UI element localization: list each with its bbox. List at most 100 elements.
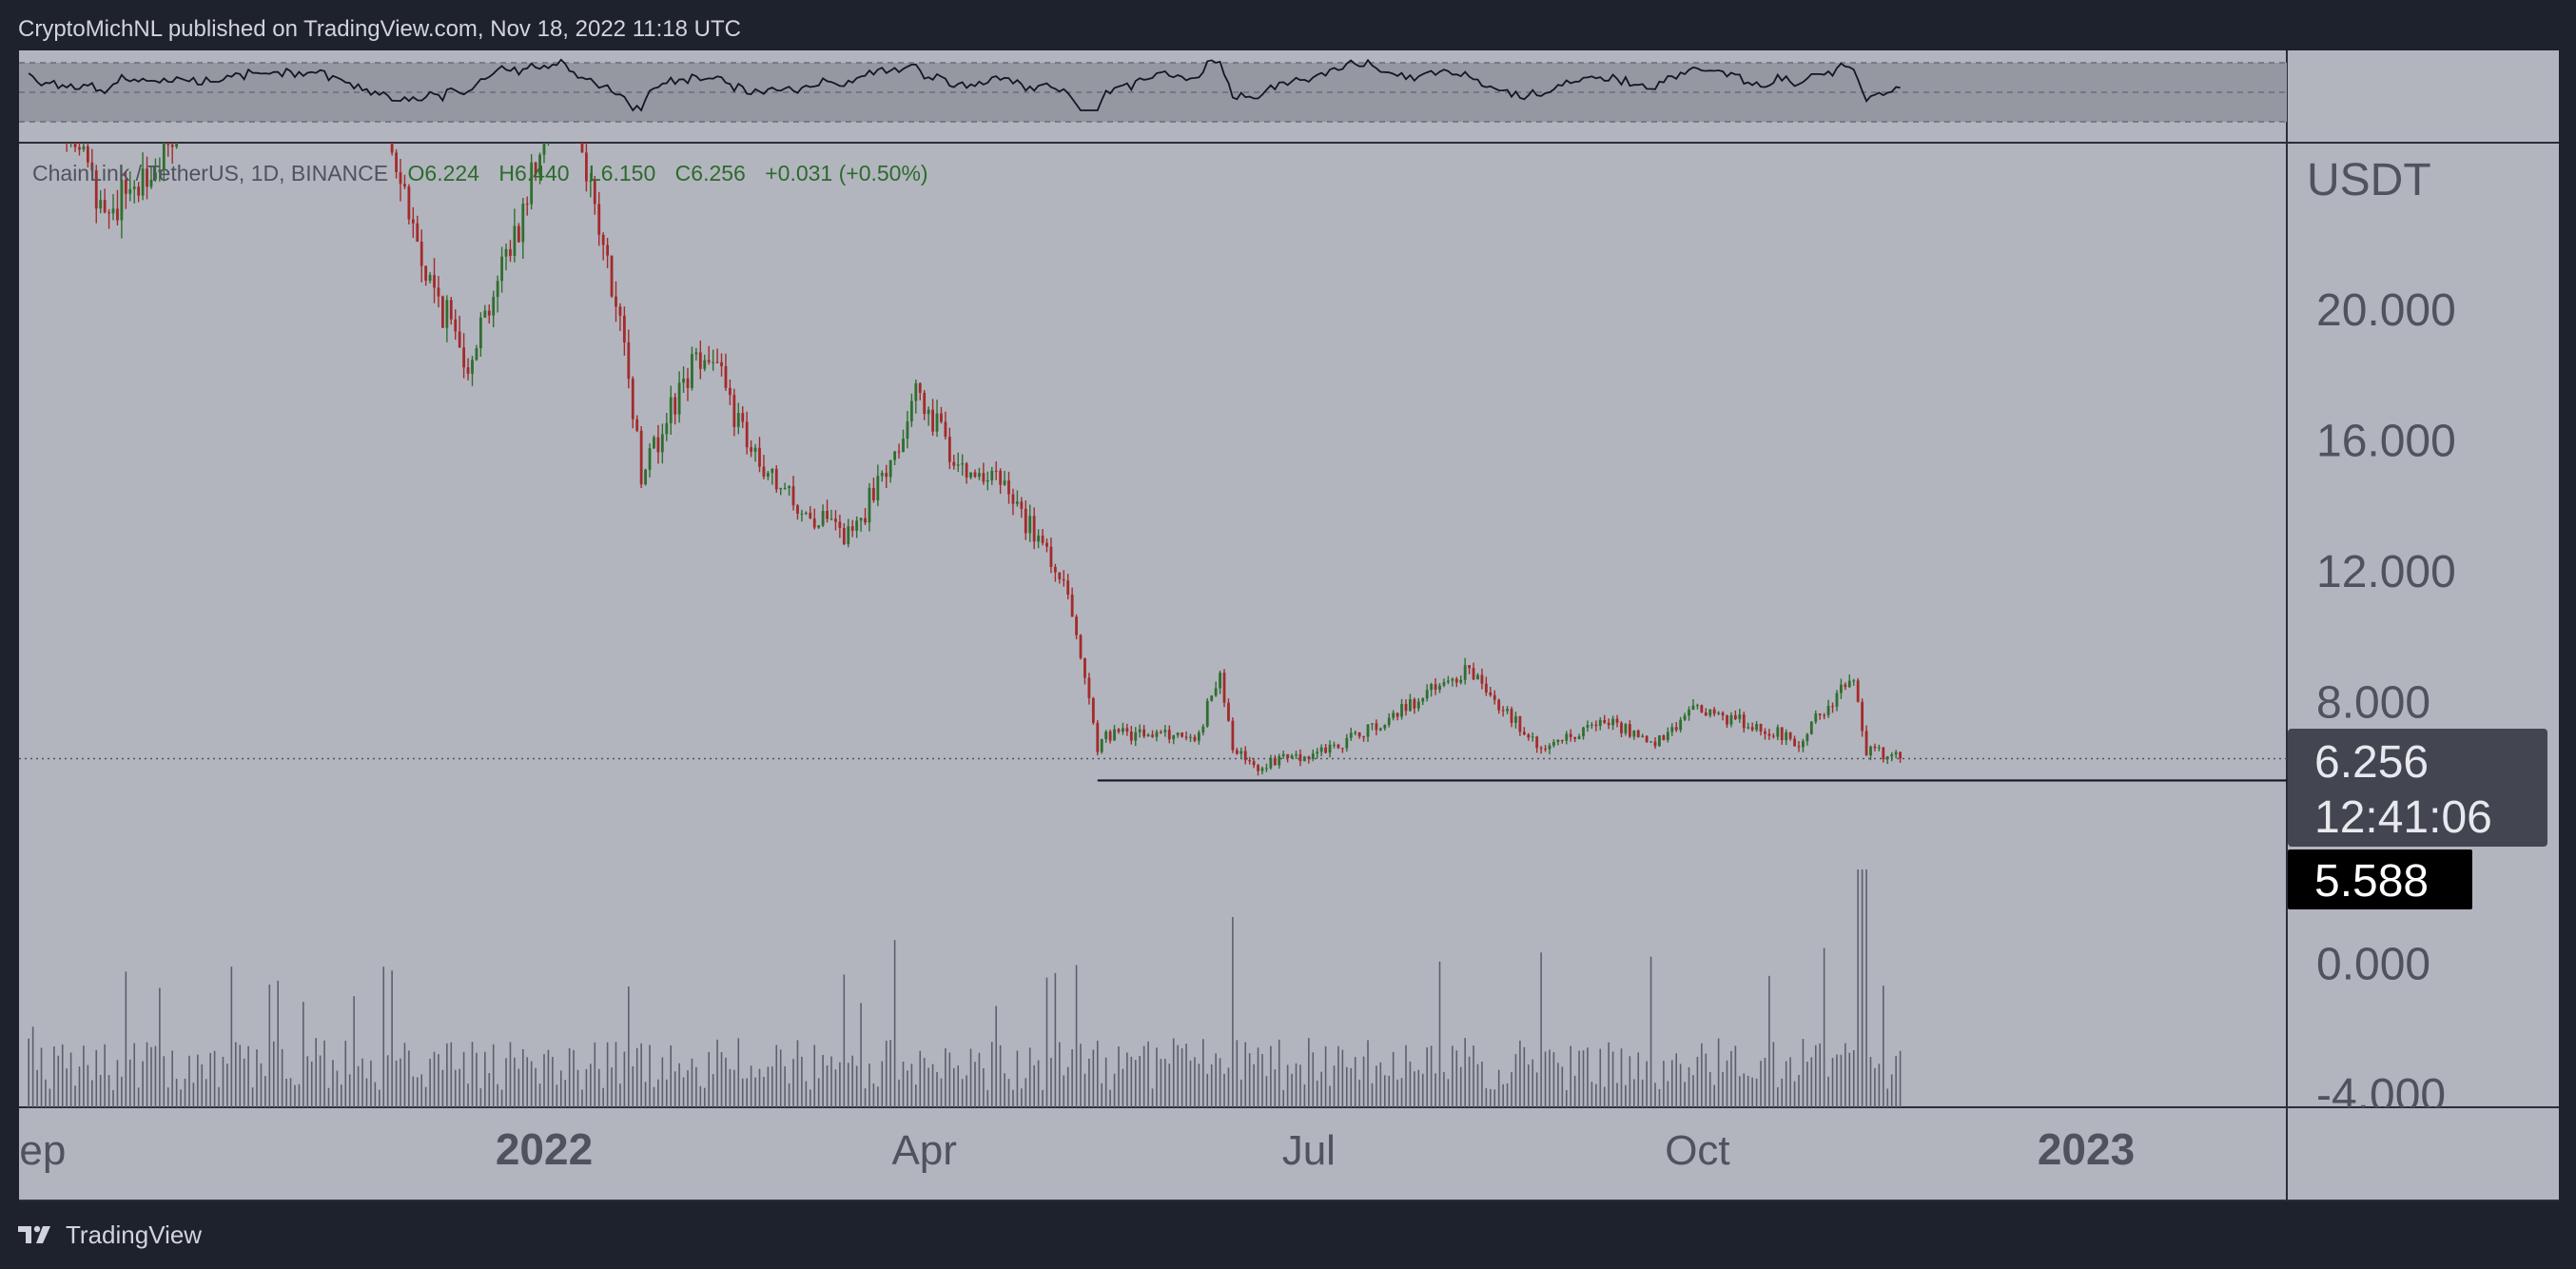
candle	[1894, 750, 1898, 759]
candle	[809, 506, 812, 519]
candle-body	[1045, 542, 1048, 547]
candle-body	[94, 170, 98, 209]
candle-body	[1307, 756, 1311, 759]
candle-body	[1011, 494, 1015, 504]
candle-body	[1337, 744, 1340, 749]
candle	[774, 464, 778, 493]
candle-body	[1818, 713, 1822, 715]
candle-body	[1696, 705, 1699, 707]
support-price-label: 5.588	[2288, 849, 2472, 909]
candle	[1122, 722, 1124, 735]
candle	[1176, 732, 1180, 738]
candle-body	[1560, 740, 1564, 742]
candle-body	[1371, 723, 1374, 725]
candle-body	[1569, 733, 1572, 737]
candle-body	[509, 248, 512, 257]
candle	[1771, 732, 1775, 739]
candle-body	[627, 342, 631, 380]
candle	[753, 443, 757, 462]
legend-symbol: ChainLink / TetherUS, 1D, BINANCE	[32, 161, 388, 185]
tradingview-branding[interactable]: TradingView	[18, 1218, 202, 1252]
candle-body	[1598, 719, 1602, 727]
candle-body	[610, 255, 614, 297]
candle	[1349, 727, 1353, 741]
x-tick-label: Jul	[1282, 1127, 1336, 1174]
candle	[466, 358, 470, 381]
candle-body	[1869, 746, 1872, 756]
candle-body	[880, 473, 884, 477]
candle-body	[1755, 723, 1758, 731]
candle	[1134, 727, 1138, 747]
candle-body	[1484, 683, 1488, 693]
candle	[850, 519, 854, 537]
candle-body	[1844, 684, 1847, 688]
candle	[124, 171, 127, 209]
candle-body	[1463, 665, 1467, 680]
candle-body	[1087, 677, 1091, 698]
candle	[395, 148, 398, 179]
candle-body	[390, 143, 394, 153]
candle	[1750, 722, 1754, 732]
candle-body	[395, 152, 398, 172]
candle	[656, 424, 660, 464]
candle	[665, 413, 669, 441]
legend-change: +0.031 (+0.50%)	[765, 161, 927, 185]
candle-body	[686, 378, 690, 388]
candle	[631, 376, 634, 429]
candle	[525, 196, 529, 216]
candle	[251, 0, 254, 7]
candle-body	[593, 181, 596, 205]
candle	[1328, 740, 1332, 758]
candle-body	[534, 162, 537, 175]
candle	[1383, 724, 1387, 732]
candle	[1442, 678, 1446, 688]
candle	[935, 400, 939, 438]
legend-low: L6.150	[589, 161, 655, 185]
candle-body	[622, 315, 626, 342]
candle	[1281, 751, 1285, 759]
candle-body	[1489, 692, 1493, 695]
candle-body	[809, 512, 812, 518]
candle	[648, 443, 652, 478]
candle	[973, 469, 977, 478]
candle-body	[1747, 727, 1750, 729]
candle-body	[458, 331, 461, 348]
candle-body	[812, 517, 816, 528]
candle	[1324, 743, 1328, 754]
candle	[1628, 720, 1631, 738]
candle	[1113, 725, 1116, 741]
candle	[1045, 538, 1048, 553]
candle	[1362, 735, 1365, 742]
candle	[137, 182, 141, 203]
candle-body	[1611, 718, 1614, 726]
candle	[1641, 733, 1645, 738]
candle-body	[707, 360, 711, 362]
candle	[1877, 744, 1881, 752]
candle-body	[1260, 768, 1264, 771]
candle	[1780, 727, 1784, 745]
candle	[1704, 708, 1708, 716]
candle-body	[1062, 578, 1065, 581]
candle	[1674, 722, 1678, 732]
candle	[103, 188, 107, 214]
candle	[1844, 682, 1847, 691]
candle	[1864, 725, 1868, 756]
candle-body	[1324, 747, 1328, 753]
candle-body	[1882, 747, 1885, 760]
candle-body	[973, 472, 977, 478]
candle-body	[927, 409, 930, 415]
candle	[732, 388, 736, 437]
candle-body	[1864, 731, 1868, 756]
candle-body	[1375, 723, 1378, 731]
candle-body	[850, 526, 854, 531]
candle	[1273, 754, 1277, 766]
candle-body	[1041, 536, 1044, 543]
candle	[1856, 677, 1860, 703]
candle-body	[1636, 730, 1640, 737]
candle-body	[399, 171, 402, 185]
candle	[677, 371, 681, 423]
candle-body	[1028, 516, 1032, 534]
candle	[1598, 717, 1602, 731]
candle-body	[876, 476, 880, 500]
